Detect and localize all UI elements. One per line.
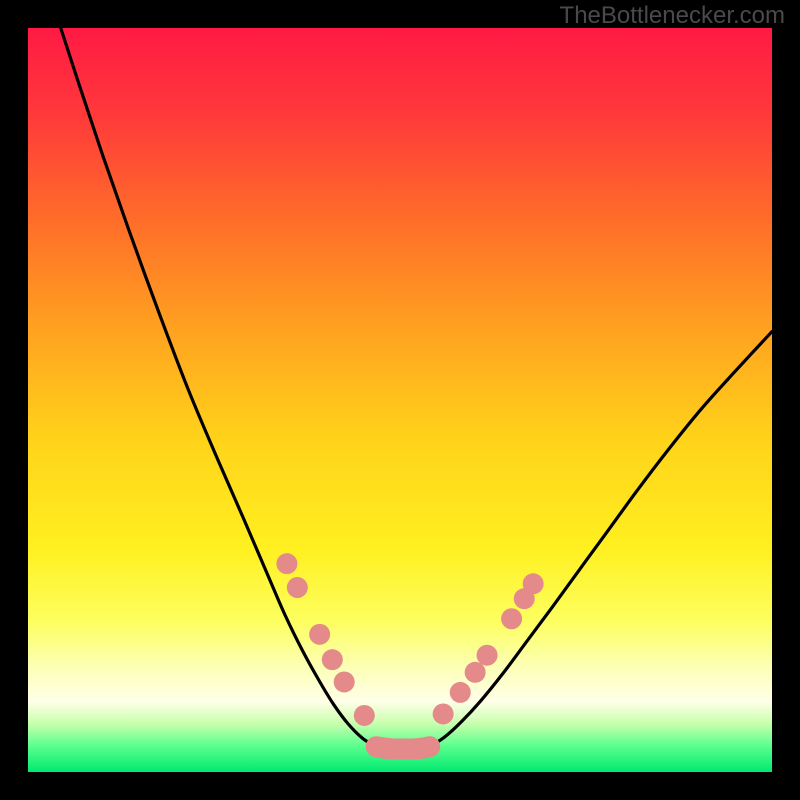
marker-right-0 [433,703,454,724]
valley-band [376,747,430,749]
marker-right-3 [477,645,498,666]
marker-left-2 [309,624,330,645]
marker-right-6 [523,573,544,594]
plot-area [28,28,772,772]
marker-right-2 [465,662,486,683]
chart-frame: TheBottlenecker.com [0,0,800,800]
watermark-text: TheBottlenecker.com [560,2,785,30]
marker-left-4 [334,671,355,692]
curve-right-branch [430,332,772,747]
marker-left-3 [322,649,343,670]
marker-right-4 [501,608,522,629]
marker-left-5 [354,705,375,726]
marker-left-1 [287,577,308,598]
marker-left-0 [276,553,297,574]
marker-right-1 [450,682,471,703]
chart-svg [28,28,772,772]
